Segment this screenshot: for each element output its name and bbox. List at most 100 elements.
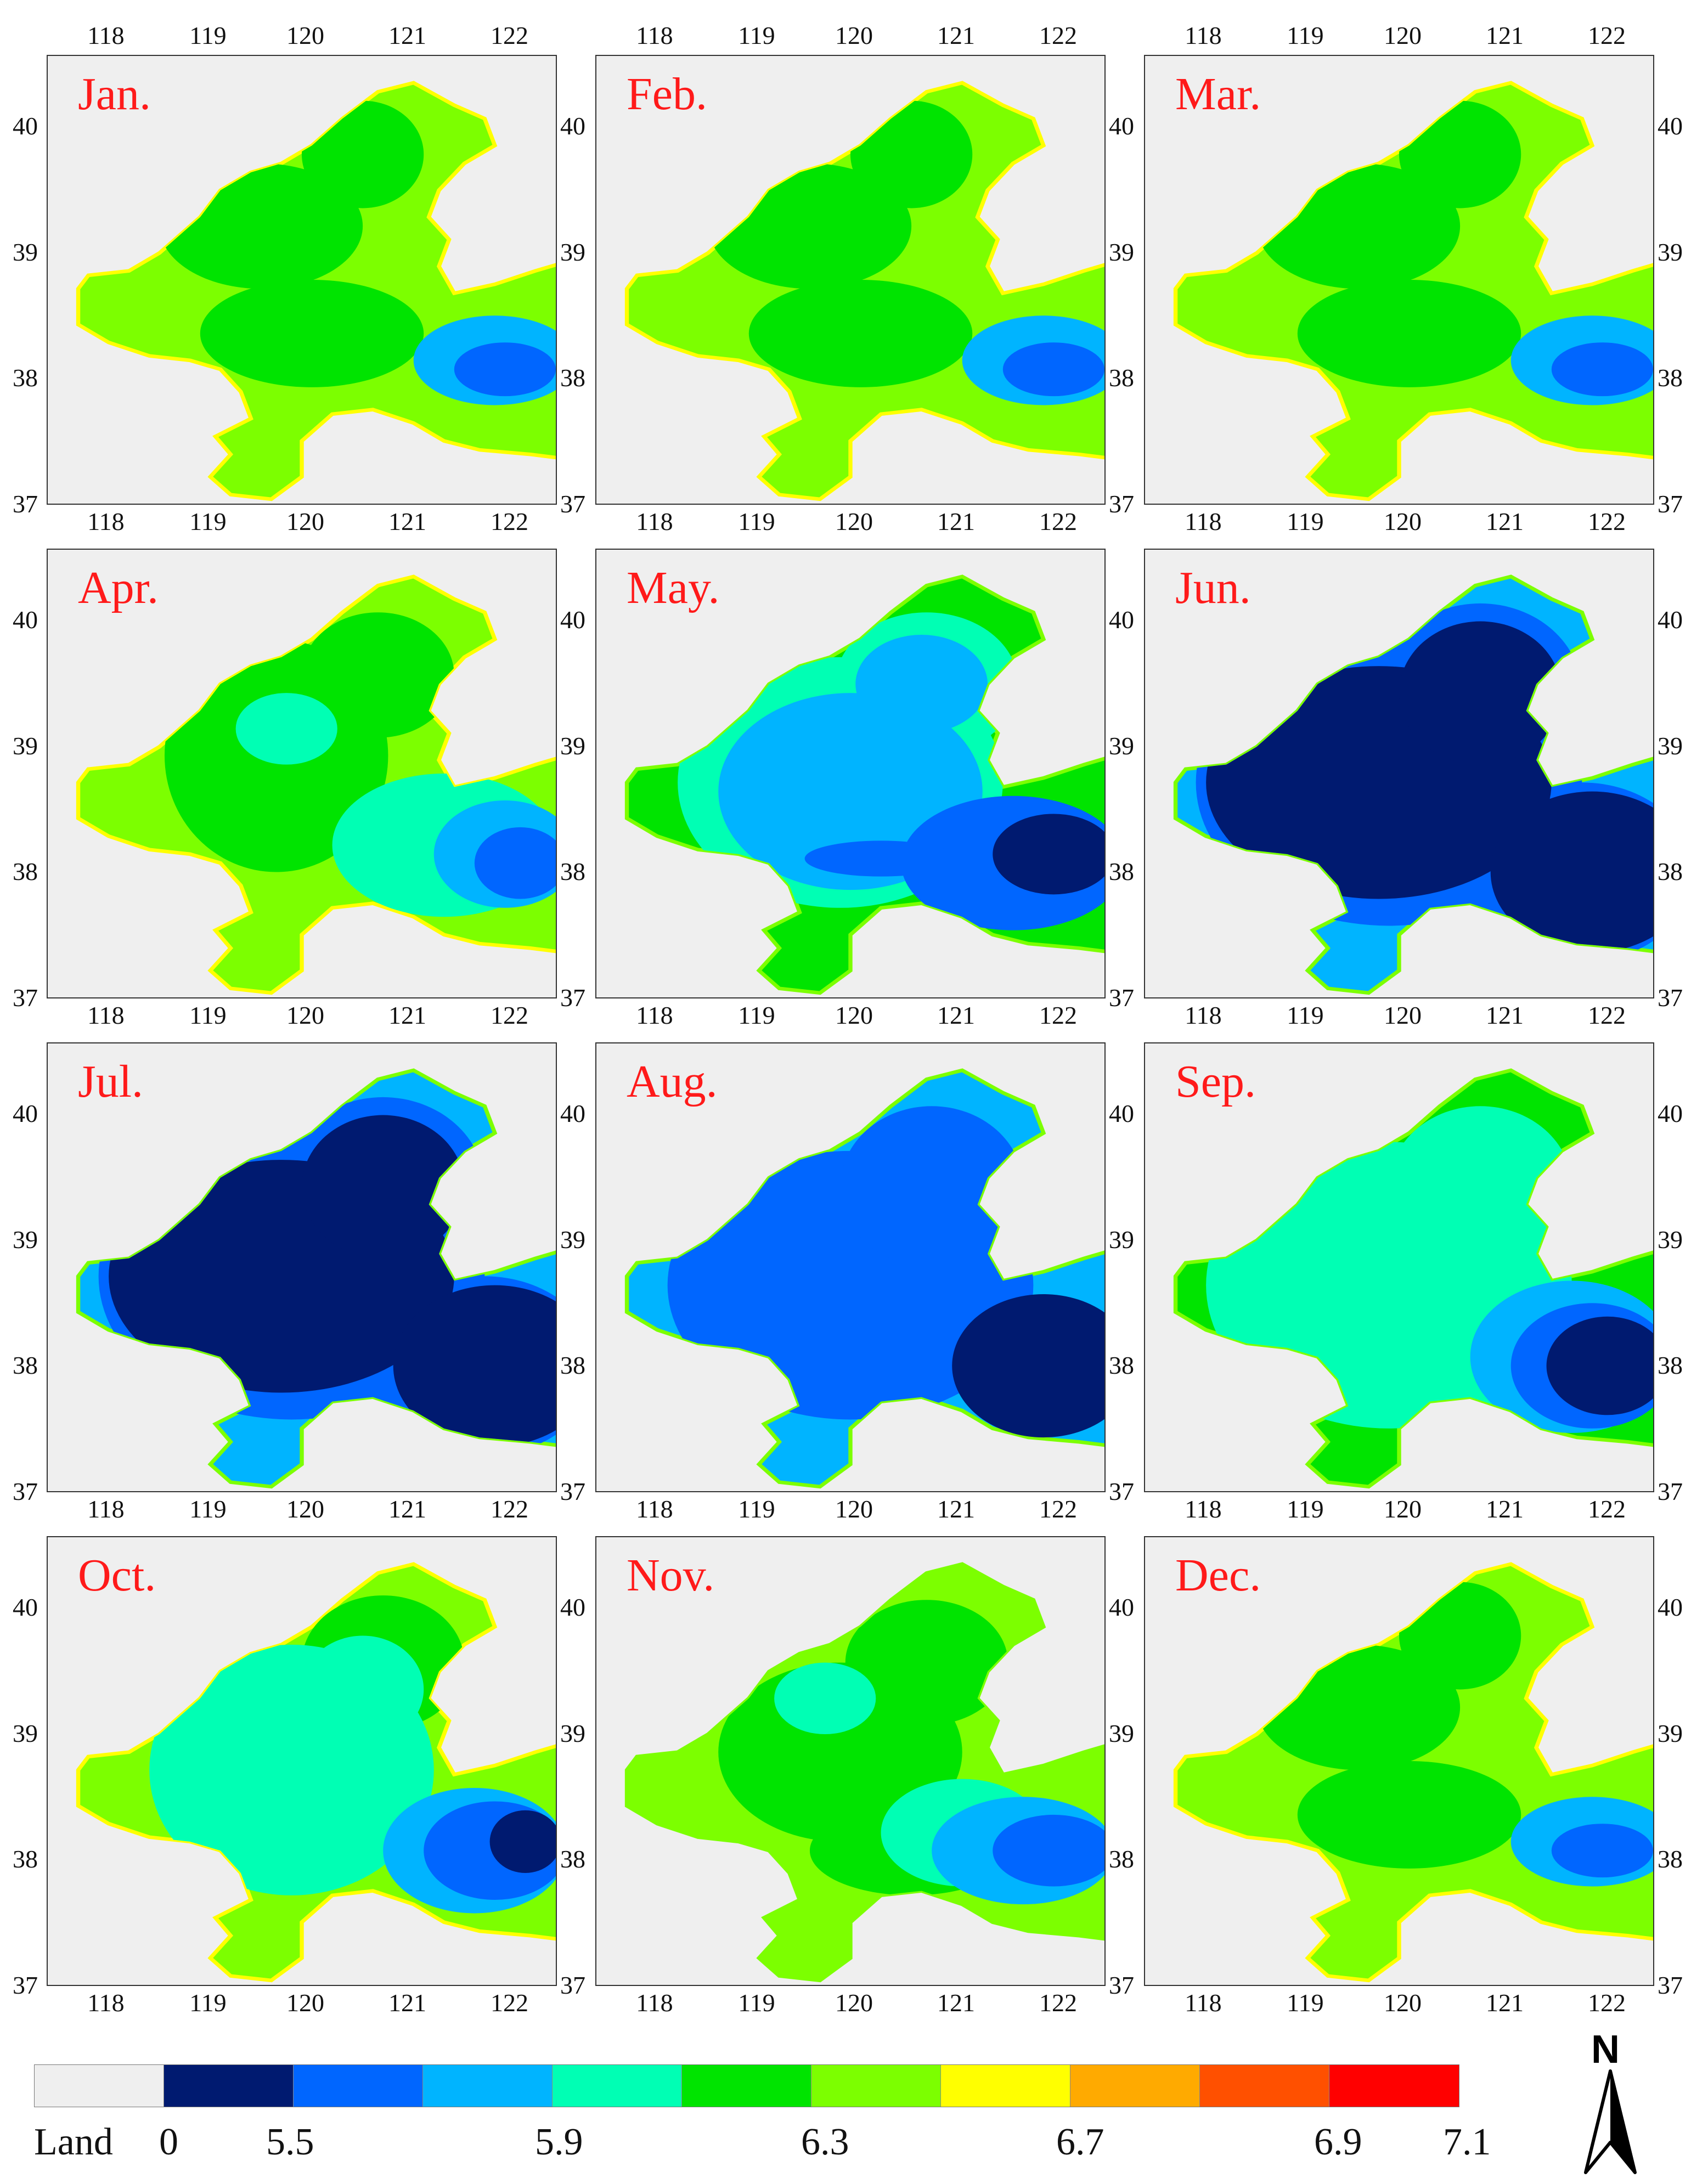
lat-tick-right: 38	[1658, 364, 1683, 392]
lat-tick-right: 39	[1658, 1225, 1683, 1254]
lon-tick-bottom: 121	[388, 507, 426, 535]
sea-map	[624, 1068, 1104, 1489]
legend-label-5-9: 5.9	[535, 2121, 583, 2163]
lat-tick-left: 37	[13, 1477, 38, 1505]
month-label: Jan.	[78, 69, 151, 120]
month-label: Nov.	[627, 1550, 715, 1601]
lon-tick-bottom: 120	[1384, 1989, 1422, 2017]
lon-tick-bottom: 118	[636, 1989, 673, 2017]
value-zone	[840, 1106, 1023, 1267]
value-zone	[1551, 342, 1653, 397]
lon-tick-bottom: 122	[1039, 1495, 1077, 1523]
value-zone	[489, 1810, 556, 1874]
lat-tick-right: 38	[1109, 1845, 1134, 1874]
lat-tick-left: 39	[13, 731, 38, 760]
value-zone	[1297, 1761, 1521, 1869]
lat-tick-right: 39	[560, 1719, 585, 1747]
value-zone	[1546, 1316, 1653, 1415]
value-zone	[1399, 100, 1521, 208]
value-zone	[235, 693, 337, 765]
lat-tick-right: 40	[560, 112, 585, 140]
value-zone	[200, 280, 424, 387]
sea-map	[76, 574, 556, 995]
lat-tick-right: 38	[1658, 857, 1683, 886]
lon-tick-bottom: 121	[937, 1989, 975, 2017]
lon-tick-bottom: 120	[286, 1001, 324, 1029]
legend-label-6-7: 6.7	[1056, 2121, 1104, 2163]
value-zone	[302, 1635, 424, 1743]
lat-tick-right: 39	[1109, 731, 1134, 760]
lon-tick-bottom: 121	[937, 1001, 975, 1029]
lat-tick-right: 40	[560, 1099, 585, 1128]
lon-tick-top: 121	[388, 21, 426, 49]
lat-tick-right: 37	[560, 1971, 585, 1999]
lat-tick-right: 37	[560, 984, 585, 1012]
lat-tick-right: 38	[560, 364, 585, 392]
lon-tick-bottom: 121	[937, 1495, 975, 1523]
lon-tick-bottom: 120	[1384, 1495, 1422, 1523]
lon-tick-bottom: 118	[87, 507, 125, 535]
map-panel-mar: Mar.	[1144, 55, 1654, 505]
legend-label-5-5: 5.5	[266, 2121, 314, 2163]
value-zone	[774, 1662, 876, 1735]
month-label: Feb.	[627, 69, 707, 120]
value-zone	[1551, 1824, 1653, 1878]
lon-tick-bottom: 120	[286, 1495, 324, 1523]
lon-tick-bottom: 122	[491, 507, 528, 535]
sea-map	[624, 1562, 1104, 1983]
map-panel-sep: Sep.	[1144, 1042, 1654, 1492]
lon-tick-bottom: 120	[286, 507, 324, 535]
lat-tick-right: 40	[1658, 112, 1683, 140]
lon-tick-bottom: 121	[388, 1495, 426, 1523]
value-zone	[952, 1294, 1104, 1438]
lat-tick-right: 37	[560, 1477, 585, 1505]
lat-tick-right: 40	[1658, 1593, 1683, 1622]
lat-tick-right: 40	[1109, 606, 1134, 634]
legend-label-7-1: 7.1	[1443, 2121, 1491, 2163]
lat-tick-left: 37	[13, 490, 38, 518]
color-legend-bar	[34, 2064, 1459, 2107]
legend-swatch-6	[811, 2065, 941, 2107]
lat-tick-right: 37	[1658, 490, 1683, 518]
lon-tick-bottom: 122	[1588, 1001, 1626, 1029]
lon-tick-bottom: 120	[1384, 1001, 1422, 1029]
lat-tick-left: 38	[13, 1351, 38, 1380]
value-zone	[302, 612, 454, 738]
lat-tick-right: 39	[1109, 1719, 1134, 1747]
value-zone	[1297, 280, 1521, 387]
month-label: Jun.	[1175, 562, 1251, 613]
value-zone	[393, 1285, 556, 1447]
legend-swatch-0	[35, 2065, 164, 2107]
lon-tick-top: 118	[87, 21, 125, 49]
sea-map	[624, 81, 1104, 501]
lon-tick-bottom: 118	[87, 1989, 125, 2017]
lon-tick-top: 118	[1185, 21, 1222, 49]
legend-label-land: Land	[34, 2121, 113, 2163]
value-zone	[302, 100, 424, 208]
lat-tick-right: 38	[1658, 1845, 1683, 1874]
lon-tick-bottom: 119	[738, 1989, 775, 2017]
lon-tick-bottom: 122	[1588, 1989, 1626, 2017]
month-label: Aug.	[627, 1056, 718, 1107]
month-label: Dec.	[1175, 1550, 1261, 1601]
lon-tick-bottom: 121	[388, 1001, 426, 1029]
value-zone	[804, 840, 957, 877]
lat-tick-right: 40	[560, 1593, 585, 1622]
lon-tick-top: 121	[937, 21, 975, 49]
lon-tick-bottom: 122	[491, 1989, 528, 2017]
lat-tick-right: 39	[1109, 238, 1134, 266]
map-panel-dec: Dec.	[1144, 1536, 1654, 1986]
lat-tick-right: 37	[1109, 1971, 1134, 1999]
lat-tick-right: 38	[560, 1351, 585, 1380]
lat-tick-right: 40	[1109, 1593, 1134, 1622]
map-panel-jan: Jan.	[47, 55, 557, 505]
legend-swatch-1	[164, 2065, 294, 2107]
lon-tick-bottom: 122	[1039, 1001, 1077, 1029]
lon-tick-bottom: 122	[491, 1001, 528, 1029]
lon-tick-bottom: 120	[835, 507, 873, 535]
lon-tick-bottom: 119	[189, 1989, 227, 2017]
lon-tick-bottom: 118	[1185, 1495, 1222, 1523]
lat-tick-right: 37	[1109, 490, 1134, 518]
lon-tick-bottom: 118	[1185, 507, 1222, 535]
value-zone	[850, 100, 973, 208]
